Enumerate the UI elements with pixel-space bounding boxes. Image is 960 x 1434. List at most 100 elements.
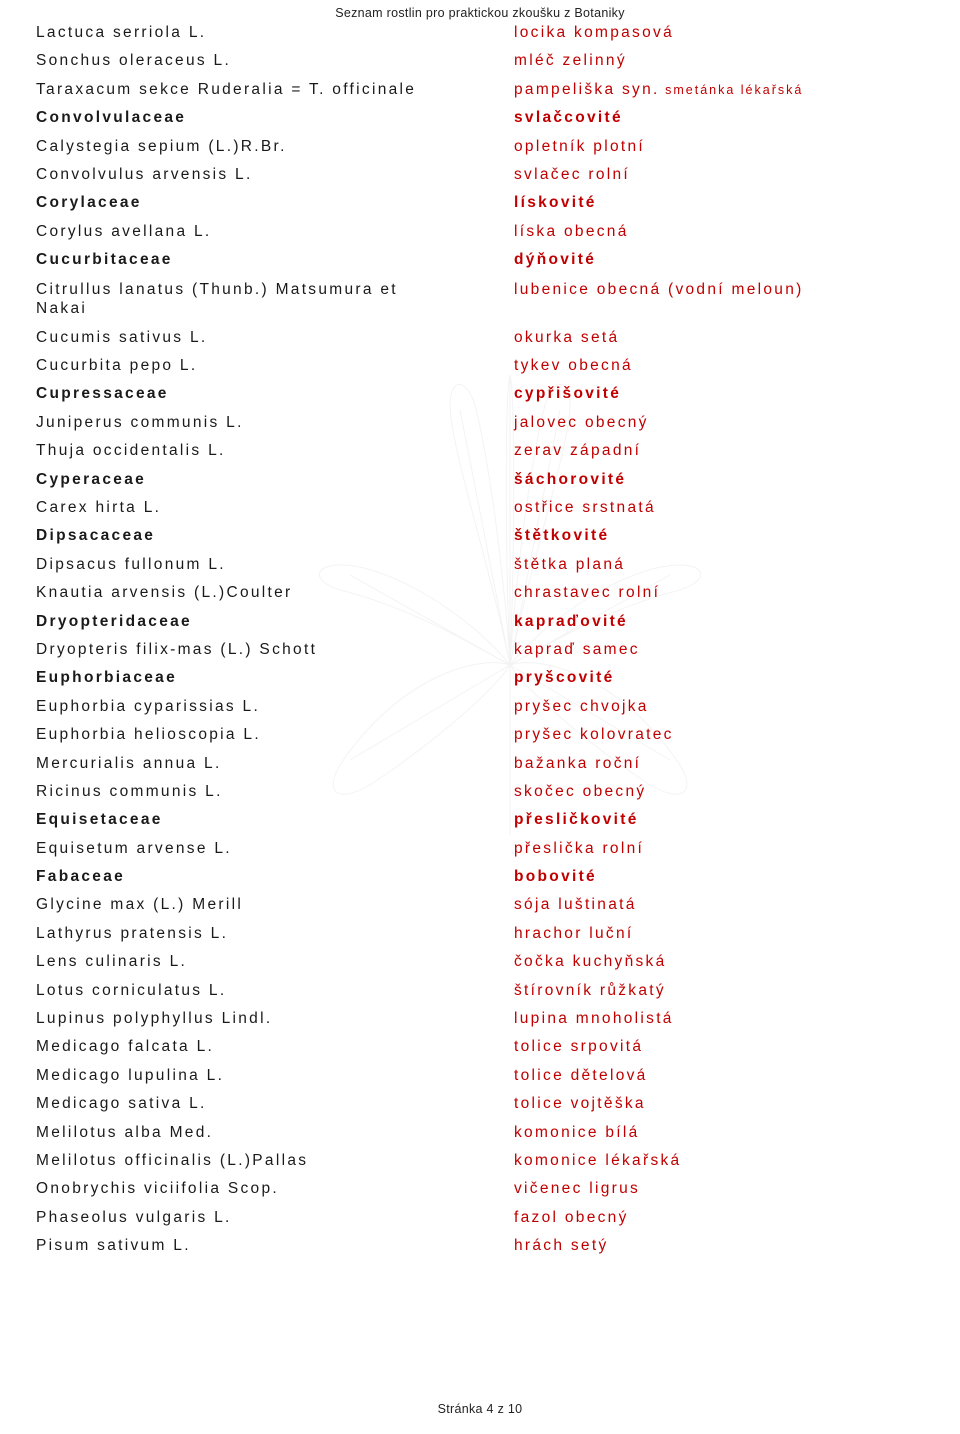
czech-name: pryšec kolovratec bbox=[514, 726, 674, 744]
latin-name: Cucurbita pepo L. bbox=[36, 357, 514, 375]
plant-row: Pisum sativum L.hrách setý bbox=[36, 1237, 924, 1255]
plant-row: Sonchus oleraceus L.mléč zelinný bbox=[36, 52, 924, 70]
latin-name: Dryopteris filix-mas (L.) Schott bbox=[36, 641, 514, 659]
plant-row: Cucumis sativus L.okurka setá bbox=[36, 329, 924, 347]
latin-name: Cupressaceae bbox=[36, 385, 514, 403]
czech-name: komonice bílá bbox=[514, 1124, 640, 1142]
plant-row: Glycine max (L.) Merillsója luštinatá bbox=[36, 896, 924, 914]
czech-name: ostřice srstnatá bbox=[514, 499, 656, 517]
plant-row: Melilotus officinalis (L.)Pallaskomonice… bbox=[36, 1152, 924, 1170]
latin-name: Mercurialis annua L. bbox=[36, 755, 514, 773]
plant-row: Medicago falcata L.tolice srpovitá bbox=[36, 1038, 924, 1056]
latin-name: Calystegia sepium (L.)R.Br. bbox=[36, 138, 514, 156]
plant-row: Dryopteris filix-mas (L.) Schottkapraď s… bbox=[36, 641, 924, 659]
czech-name: líska obecná bbox=[514, 223, 629, 241]
latin-name: Fabaceae bbox=[36, 868, 514, 886]
czech-name: šáchorovité bbox=[514, 471, 626, 489]
document-page: Seznam rostlin pro praktickou zkoušku z … bbox=[0, 0, 960, 1255]
plant-row: Convolvulaceaesvlačcovité bbox=[36, 109, 924, 127]
czech-name: jalovec obecný bbox=[514, 414, 649, 432]
czech-name: lubenice obecná (vodní meloun) bbox=[514, 281, 804, 299]
latin-name: Euphorbia helioscopia L. bbox=[36, 726, 514, 744]
plant-list: Lactuca serriola L.locika kompasová Sonch… bbox=[36, 24, 924, 1255]
latin-name: Dryopteridaceae bbox=[36, 613, 514, 631]
latin-name: Convolvulus arvensis L. bbox=[36, 166, 514, 184]
plant-row: Melilotus alba Med.komonice bílá bbox=[36, 1124, 924, 1142]
plant-row: Convolvulus arvensis L.svlačec rolní bbox=[36, 166, 924, 184]
czech-name: pryšcovité bbox=[514, 669, 615, 687]
latin-name: Euphorbiaceae bbox=[36, 669, 514, 687]
page-footer: Stránka 4 z 10 bbox=[0, 1402, 960, 1416]
plant-row: Ricinus communis L.skočec obecný bbox=[36, 783, 924, 801]
plant-row: Medicago sativa L.tolice vojtěška bbox=[36, 1095, 924, 1113]
czech-name: přeslička rolní bbox=[514, 840, 644, 858]
latin-name: Thuja occidentalis L. bbox=[36, 442, 514, 460]
latin-name: Lens culinaris L. bbox=[36, 953, 514, 971]
plant-row: Fabaceaebobovité bbox=[36, 868, 924, 886]
plant-row: Calystegia sepium (L.)R.Br.opletník plot… bbox=[36, 138, 924, 156]
czech-name: pampeliška syn. smetánka lékařská bbox=[514, 81, 803, 99]
latin-name: Medicago falcata L. bbox=[36, 1038, 514, 1056]
czech-name: svlačec rolní bbox=[514, 166, 630, 184]
czech-name: pryšec chvojka bbox=[514, 698, 649, 716]
latin-name: Medicago sativa L. bbox=[36, 1095, 514, 1113]
czech-name: kapraďovité bbox=[514, 613, 628, 631]
czech-name: skočec obecný bbox=[514, 783, 646, 801]
plant-row: Mercurialis annua L.bažanka roční bbox=[36, 755, 924, 773]
czech-name: mléč zelinný bbox=[514, 52, 627, 70]
latin-name: Lupinus polyphyllus Lindl. bbox=[36, 1010, 514, 1028]
latin-name: Corylaceae bbox=[36, 194, 514, 212]
latin-name: Equisetum arvense L. bbox=[36, 840, 514, 858]
latin-name: Convolvulaceae bbox=[36, 109, 514, 127]
plant-row: Lathyrus pratensis L.hrachor luční bbox=[36, 925, 924, 943]
latin-name: Phaseolus vulgaris L. bbox=[36, 1209, 514, 1227]
czech-name: bažanka roční bbox=[514, 755, 641, 773]
czech-name: tykev obecná bbox=[514, 357, 633, 375]
plant-row: Lens culinaris L.čočka kuchyňská bbox=[36, 953, 924, 971]
latin-name: Ricinus communis L. bbox=[36, 783, 514, 801]
latin-name: Onobrychis viciifolia Scop. bbox=[36, 1180, 514, 1198]
plant-row: Equisetaceaepřesličkovité bbox=[36, 811, 924, 829]
czech-name: locika kompasová bbox=[514, 24, 674, 42]
latin-name: Cyperaceae bbox=[36, 471, 514, 489]
plant-row: Lotus corniculatus L.štírovník růžkatý bbox=[36, 982, 924, 1000]
plant-row: Equisetum arvense L.přeslička rolní bbox=[36, 840, 924, 858]
plant-row: Juniperus communis L.jalovec obecný bbox=[36, 414, 924, 432]
page-header: Seznam rostlin pro praktickou zkoušku z … bbox=[36, 6, 924, 20]
latin-name: Lathyrus pratensis L. bbox=[36, 925, 514, 943]
plant-row: Cupressaceaecypřišovité bbox=[36, 385, 924, 403]
latin-name: Glycine max (L.) Merill bbox=[36, 896, 514, 914]
plant-row: Corylaceaelískovité bbox=[36, 194, 924, 212]
czech-name: lupina mnoholistá bbox=[514, 1010, 674, 1028]
plant-row: Corylus avellana L.líska obecná bbox=[36, 223, 924, 241]
latin-name: Dipsacus fullonum L. bbox=[36, 556, 514, 574]
latin-name: Lactuca serriola L. bbox=[36, 24, 514, 42]
latin-name: Cucurbitaceae bbox=[36, 251, 514, 269]
latin-name: Citrullus lanatus (Thunb.) Matsumura et … bbox=[36, 280, 514, 319]
czech-name: fazol obecný bbox=[514, 1209, 629, 1227]
plant-row: Phaseolus vulgaris L.fazol obecný bbox=[36, 1209, 924, 1227]
czech-name: cypřišovité bbox=[514, 385, 621, 403]
latin-name: Juniperus communis L. bbox=[36, 414, 514, 432]
czech-name: lískovité bbox=[514, 194, 597, 212]
czech-name: chrastavec rolní bbox=[514, 584, 660, 602]
czech-name: čočka kuchyňská bbox=[514, 953, 667, 971]
czech-synonym: smetánka lékařská bbox=[660, 83, 804, 97]
czech-name: tolice srpovitá bbox=[514, 1038, 643, 1056]
czech-name: vičenec ligrus bbox=[514, 1180, 640, 1198]
latin-name: Taraxacum sekce Ruderalia = T. officinal… bbox=[36, 81, 514, 99]
latin-name: Equisetaceae bbox=[36, 811, 514, 829]
czech-name: dýňovité bbox=[514, 251, 596, 269]
czech-name: bobovité bbox=[514, 868, 597, 886]
czech-name: tolice dětelová bbox=[514, 1067, 648, 1085]
czech-name: štětka planá bbox=[514, 556, 625, 574]
plant-row: Euphorbia cyparissias L.pryšec chvojka bbox=[36, 698, 924, 716]
plant-row: Medicago lupulina L.tolice dětelová bbox=[36, 1067, 924, 1085]
czech-name: zerav západní bbox=[514, 442, 641, 460]
latin-name: Knautia arvensis (L.)Coulter bbox=[36, 584, 514, 602]
plant-row: Knautia arvensis (L.)Coulterchrastavec r… bbox=[36, 584, 924, 602]
plant-row: Thuja occidentalis L.zerav západní bbox=[36, 442, 924, 460]
latin-name: Cucumis sativus L. bbox=[36, 329, 514, 347]
plant-row: Lactuca serriola L.locika kompasová bbox=[36, 24, 924, 42]
czech-name: sója luštinatá bbox=[514, 896, 637, 914]
